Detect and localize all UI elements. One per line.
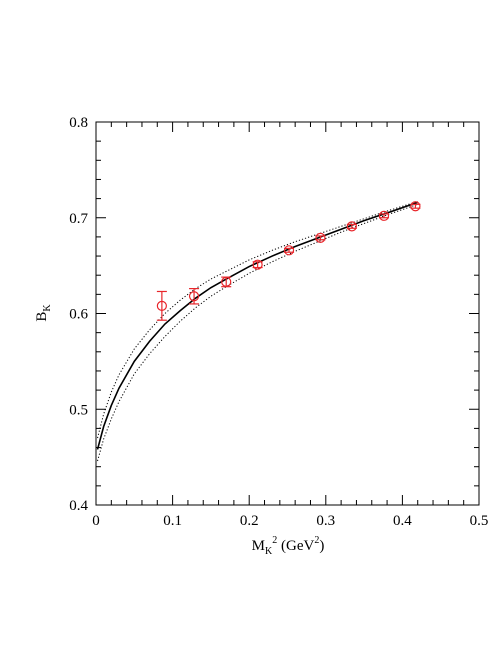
y-tick-label: 0.5: [69, 402, 88, 418]
point-marker: [346, 221, 357, 232]
data-point: [156, 290, 167, 321]
y-tick-label: 0.4: [69, 498, 88, 514]
x-axis-label-unit: (GeV: [277, 538, 314, 554]
y-axis-label: BK: [34, 304, 53, 322]
x-axis-label-sub: K: [265, 546, 273, 557]
point-marker: [410, 201, 421, 212]
y-axis-label-main: B: [34, 312, 50, 322]
axis-tick-labels: 0 0.1 0.2 0.3 0.4 0.5 0.4 0.5 0.6 0.7 0.8: [69, 115, 488, 529]
x-axis-label-unit-sup: 2: [314, 535, 319, 546]
point-marker: [252, 259, 263, 270]
axis-ticks: [95, 121, 480, 506]
band-upper-curve: [97, 200, 418, 439]
point-marker: [315, 232, 326, 243]
point-marker: [221, 276, 232, 288]
point-marker: [283, 245, 295, 256]
x-axis-label-unit-close: ): [319, 538, 324, 554]
x-axis-label-main: M: [252, 538, 265, 554]
y-axis-label-sub: K: [42, 304, 53, 312]
y-tick-label: 0.7: [69, 211, 88, 227]
x-tick-label: 0: [92, 513, 100, 529]
y-tick-label: 0.6: [69, 307, 88, 323]
data-point: [221, 276, 232, 288]
x-tick-label: 0.3: [316, 513, 335, 529]
point-marker: [378, 210, 390, 221]
x-tick-label: 0.4: [393, 513, 412, 529]
data-point: [283, 245, 295, 256]
fit-curve: [96, 201, 418, 450]
x-axis-label-sup: 2: [272, 535, 277, 546]
data-point: [188, 288, 200, 305]
data-points: [156, 201, 421, 321]
data-point: [252, 259, 263, 270]
band-lower-curve: [97, 203, 418, 462]
data-point: [346, 221, 357, 232]
x-tick-label: 0.1: [163, 513, 182, 529]
y-tick-label: 0.8: [69, 115, 88, 131]
x-axis-label: MK2 (GeV2): [252, 535, 325, 557]
data-point: [315, 232, 326, 243]
plot-frame: [95, 121, 480, 506]
x-tick-label: 0.2: [240, 513, 259, 529]
data-point: [410, 201, 421, 212]
fit-curves: [96, 200, 418, 462]
point-marker: [188, 291, 200, 302]
x-tick-label: 0.5: [470, 513, 489, 529]
point-marker: [156, 300, 167, 311]
data-point: [378, 210, 390, 221]
